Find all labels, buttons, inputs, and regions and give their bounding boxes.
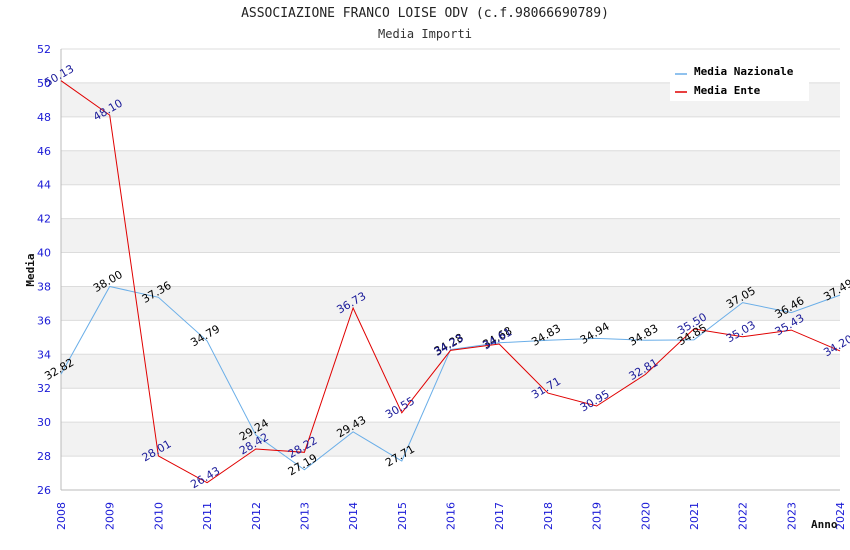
- y-tick-label: 34: [37, 348, 51, 361]
- plot-band: [61, 150, 840, 185]
- y-tick-label: 42: [37, 213, 51, 226]
- x-tick-label: 2016: [445, 502, 458, 530]
- x-axis-label: Anno: [811, 518, 838, 531]
- data-label: 34.94: [578, 320, 612, 347]
- data-label: 34.83: [627, 322, 661, 349]
- data-label: 34.83: [529, 322, 563, 349]
- plot-band: [61, 354, 840, 389]
- y-tick-label: 26: [37, 484, 51, 497]
- legend-label-media-ente: Media Ente: [694, 84, 761, 97]
- series-lines: [60, 80, 841, 484]
- x-tick-label: 2023: [785, 502, 798, 530]
- y-tick-label: 50: [37, 77, 51, 90]
- y-tick-label: 44: [37, 179, 51, 192]
- data-label: 35.03: [724, 318, 758, 345]
- chart-title: ASSOCIAZIONE FRANCO LOISE ODV (c.f.98066…: [241, 6, 609, 21]
- x-tick-label: 2022: [737, 502, 750, 530]
- y-tick-label: 48: [37, 111, 51, 124]
- x-tick-label: 2020: [639, 502, 652, 530]
- legend: Media Nazionale Media Ente: [670, 60, 809, 101]
- data-label: 34.79: [188, 322, 222, 349]
- plot-band: [61, 422, 840, 457]
- x-tick-label: 2017: [493, 502, 506, 530]
- y-tick-label: 30: [37, 416, 51, 429]
- x-tick-label: 2010: [152, 502, 165, 530]
- x-tick-label: 2013: [298, 502, 311, 530]
- y-tick-label: 36: [37, 314, 51, 327]
- x-tick-label: 2014: [347, 502, 360, 530]
- y-tick-label: 40: [37, 247, 51, 260]
- plot-bands: [61, 82, 840, 457]
- plot-band: [61, 218, 840, 253]
- plot-band: [61, 286, 840, 321]
- y-tick-label: 52: [37, 43, 51, 56]
- x-tick-labels: 2008 2009 2010 2011 2012 2013 2014 2015 2016 2017…: [55, 502, 847, 530]
- x-tick-label: 2019: [591, 502, 604, 530]
- y-tick-label: 46: [37, 145, 51, 158]
- legend-box: [670, 60, 809, 101]
- y-tick-label: 32: [37, 382, 51, 395]
- x-tick-label: 2009: [104, 502, 117, 530]
- y-tick-labels: 26 28 30 32 34 36 38 40 42 44 46 48 50 52: [37, 43, 51, 497]
- x-tick-label: 2012: [250, 502, 263, 530]
- data-label: 30.95: [578, 388, 612, 415]
- chart-subtitle: Media Importi: [378, 27, 472, 41]
- legend-label-media-nazionale: Media Nazionale: [694, 65, 794, 78]
- x-tick-label: 2011: [201, 502, 214, 530]
- data-label: 30.55: [383, 394, 417, 421]
- series-line-media-nazionale: [60, 285, 841, 471]
- x-tick-label: 2024: [834, 502, 847, 530]
- y-axis-label: Media: [24, 253, 37, 286]
- x-tick-label: 2018: [542, 502, 555, 530]
- y-tick-label: 38: [37, 280, 51, 293]
- x-tick-label: 2008: [55, 502, 68, 530]
- x-tick-label: 2015: [396, 502, 409, 530]
- x-tick-label: 2021: [688, 502, 701, 530]
- y-tick-label: 28: [37, 450, 51, 463]
- axes: [60, 49, 840, 491]
- data-label: 26.43: [188, 464, 222, 491]
- series-line-media-ente: [60, 80, 841, 484]
